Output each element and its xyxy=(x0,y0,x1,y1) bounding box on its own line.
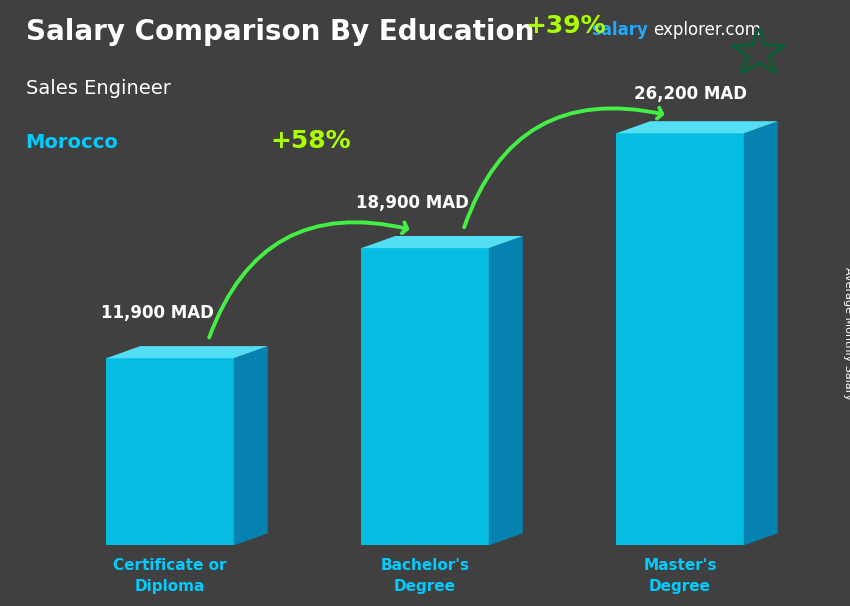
Text: Bachelor's
Degree: Bachelor's Degree xyxy=(381,558,469,594)
Polygon shape xyxy=(106,346,268,358)
Polygon shape xyxy=(106,358,234,545)
Text: 18,900 MAD: 18,900 MAD xyxy=(356,194,468,211)
Polygon shape xyxy=(489,236,523,545)
Polygon shape xyxy=(616,121,778,133)
Text: Average Monthly Salary: Average Monthly Salary xyxy=(843,267,850,400)
Text: 26,200 MAD: 26,200 MAD xyxy=(634,85,746,103)
Text: 11,900 MAD: 11,900 MAD xyxy=(101,304,213,322)
Text: explorer.com: explorer.com xyxy=(653,21,761,39)
Polygon shape xyxy=(361,248,489,545)
Text: salary: salary xyxy=(591,21,648,39)
Polygon shape xyxy=(744,121,778,545)
Text: Morocco: Morocco xyxy=(26,133,118,152)
Text: Certificate or
Diploma: Certificate or Diploma xyxy=(113,558,227,594)
Text: Master's
Degree: Master's Degree xyxy=(643,558,717,594)
Polygon shape xyxy=(361,236,523,248)
Text: +58%: +58% xyxy=(270,129,350,153)
Text: +39%: +39% xyxy=(525,15,605,38)
Text: Salary Comparison By Education: Salary Comparison By Education xyxy=(26,18,534,46)
Text: Sales Engineer: Sales Engineer xyxy=(26,79,170,98)
Polygon shape xyxy=(234,346,268,545)
Polygon shape xyxy=(616,133,744,545)
